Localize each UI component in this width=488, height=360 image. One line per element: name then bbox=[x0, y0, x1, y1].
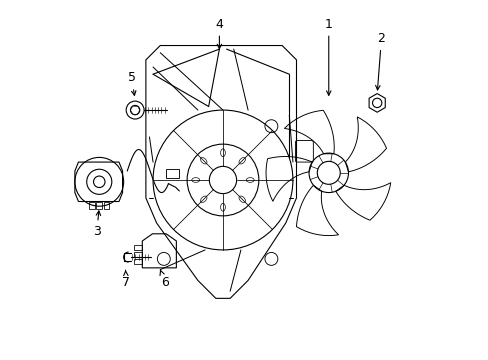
Text: 7: 7 bbox=[122, 270, 130, 289]
Text: 1: 1 bbox=[324, 18, 332, 95]
Text: 5: 5 bbox=[127, 71, 136, 95]
Text: 2: 2 bbox=[375, 32, 385, 90]
Text: 6: 6 bbox=[160, 270, 168, 289]
Text: 4: 4 bbox=[215, 18, 223, 49]
Text: 3: 3 bbox=[93, 211, 101, 238]
